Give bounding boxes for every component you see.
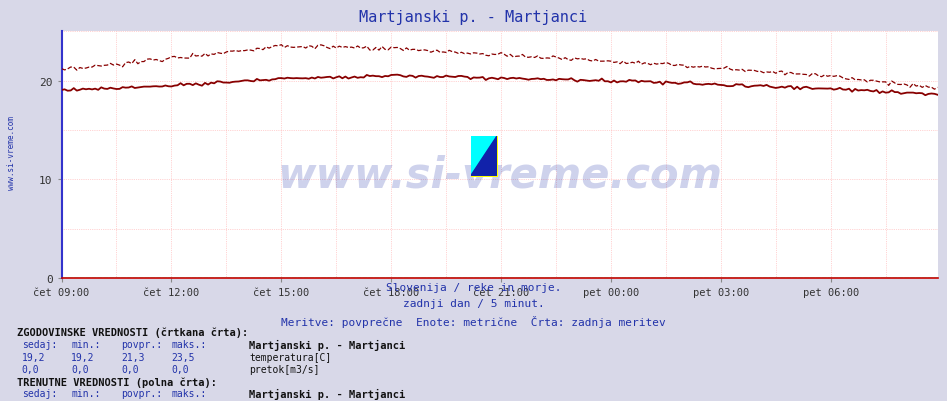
- Text: Meritve: povprečne  Enote: metrične  Črta: zadnja meritev: Meritve: povprečne Enote: metrične Črta:…: [281, 315, 666, 327]
- Text: 21,3: 21,3: [121, 352, 145, 362]
- Text: 0,0: 0,0: [71, 364, 89, 374]
- Text: Martjanski p. - Martjanci: Martjanski p. - Martjanci: [249, 339, 405, 350]
- Text: min.:: min.:: [71, 339, 100, 349]
- Text: sedaj:: sedaj:: [22, 388, 57, 398]
- Text: 0,0: 0,0: [171, 364, 189, 374]
- Text: 18,6: 18,6: [71, 400, 95, 401]
- Text: ZGODOVINSKE VREDNOSTI (črtkana črta):: ZGODOVINSKE VREDNOSTI (črtkana črta):: [17, 327, 248, 337]
- Text: 0,0: 0,0: [121, 364, 139, 374]
- Text: TRENUTNE VREDNOSTI (polna črta):: TRENUTNE VREDNOSTI (polna črta):: [17, 376, 217, 387]
- Text: sedaj:: sedaj:: [22, 339, 57, 349]
- Text: 20,3: 20,3: [121, 400, 145, 401]
- Text: www.si-vreme.com: www.si-vreme.com: [277, 154, 722, 196]
- Text: povpr.:: povpr.:: [121, 388, 162, 398]
- Text: pretok[m3/s]: pretok[m3/s]: [249, 364, 319, 374]
- Text: zadnji dan / 5 minut.: zadnji dan / 5 minut.: [402, 299, 545, 309]
- Text: 18,6: 18,6: [22, 400, 45, 401]
- Text: Martjanski p. - Martjanci: Martjanski p. - Martjanci: [249, 388, 405, 399]
- Text: maks.:: maks.:: [171, 388, 206, 398]
- Text: 23,5: 23,5: [171, 352, 195, 362]
- Text: min.:: min.:: [71, 388, 100, 398]
- Text: maks.:: maks.:: [171, 339, 206, 349]
- Text: 22,0: 22,0: [171, 400, 195, 401]
- Text: Slovenija / reke in morje.: Slovenija / reke in morje.: [385, 283, 562, 293]
- Text: povpr.:: povpr.:: [121, 339, 162, 349]
- Text: www.si-vreme.com: www.si-vreme.com: [7, 115, 16, 189]
- Text: 19,2: 19,2: [71, 352, 95, 362]
- Text: temperatura[C]: temperatura[C]: [249, 352, 331, 362]
- Text: 19,2: 19,2: [22, 352, 45, 362]
- Text: temperatura[C]: temperatura[C]: [249, 400, 331, 401]
- Text: 0,0: 0,0: [22, 364, 40, 374]
- Text: Martjanski p. - Martjanci: Martjanski p. - Martjanci: [360, 10, 587, 25]
- Polygon shape: [471, 136, 497, 176]
- Polygon shape: [471, 136, 497, 176]
